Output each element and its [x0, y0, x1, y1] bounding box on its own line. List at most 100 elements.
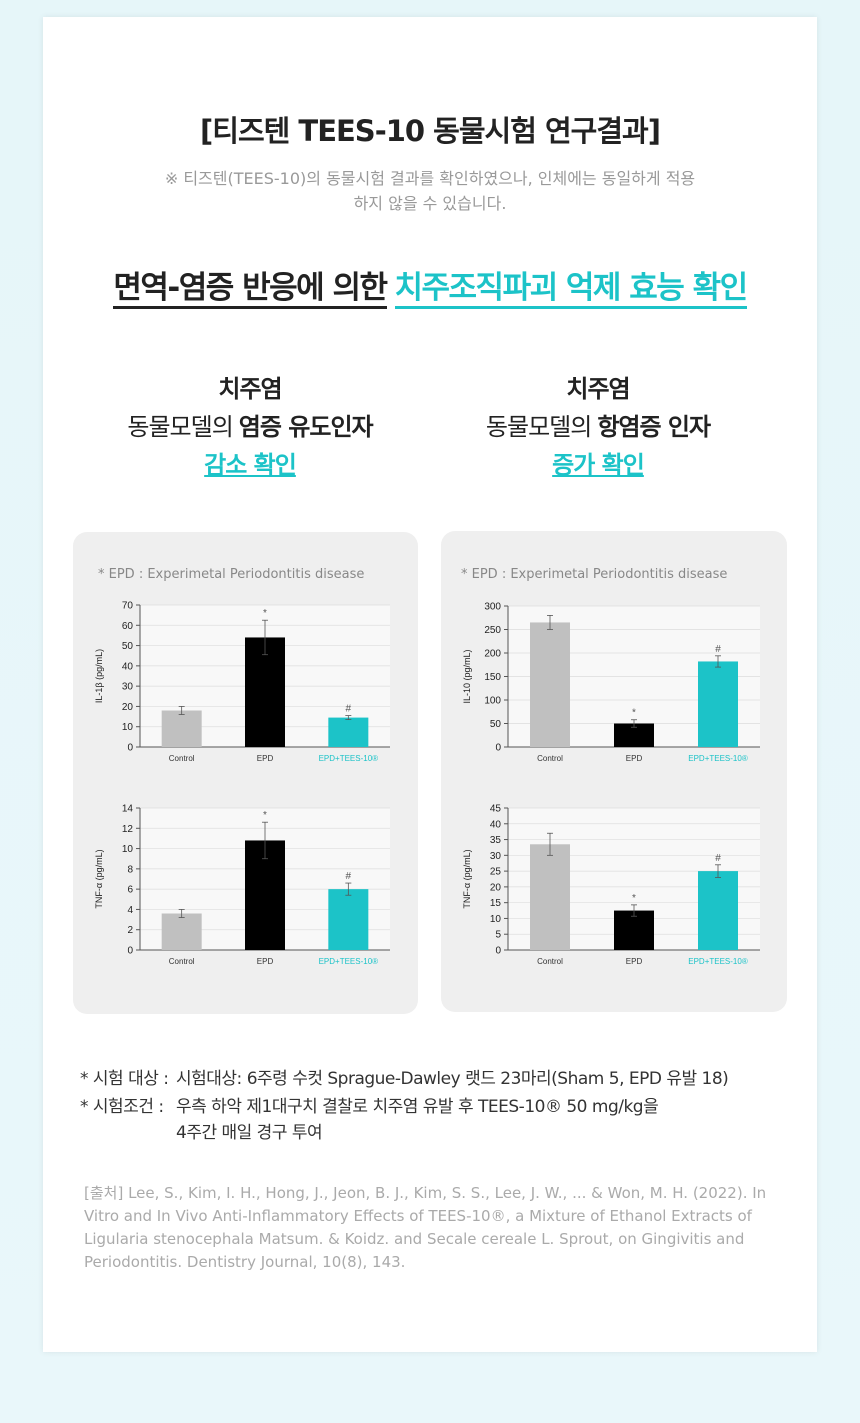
y-tick-label: 50: [122, 641, 134, 652]
x-tick-label: EPD: [626, 754, 643, 763]
plain-text: 동물모델의: [127, 413, 233, 441]
disclaimer: ※ 티즈텐(TEES-10)의 동물시험 결과를 확인하였으나, 인체에는 동일…: [43, 166, 817, 216]
y-tick-label: 10: [122, 722, 134, 733]
headline-highlight: 치주조직파괴 억제 효능 확인: [394, 270, 748, 309]
y-tick-label: 30: [122, 682, 134, 693]
y-tick-label: 5: [495, 930, 501, 941]
y-axis-label: IL-1β (pg/mL): [94, 649, 104, 703]
y-tick-label: 12: [122, 824, 134, 835]
note-label: * 시험 대상 :: [80, 1069, 169, 1089]
y-tick-label: 10: [122, 844, 134, 855]
note-label: * 시험조건 :: [80, 1097, 164, 1117]
result-text: 감소 확인: [204, 451, 297, 479]
note-row: * 시험조건 : 우측 하악 제1대구치 결찰로 치주염 유발 후 TEES-10…: [80, 1094, 728, 1146]
y-tick-label: 0: [495, 743, 501, 754]
bar: [328, 717, 369, 747]
bar: [698, 661, 738, 747]
y-tick-label: 150: [484, 672, 501, 683]
bar: [614, 723, 654, 747]
result-text: 증가 확인: [552, 451, 645, 479]
significance-marker: *: [263, 608, 267, 619]
bar: [328, 889, 369, 950]
y-tick-label: 0: [127, 946, 133, 957]
x-tick-label: Control: [537, 754, 563, 763]
note-line: 4주간 매일 경구 투여: [176, 1123, 323, 1143]
y-tick-label: 50: [490, 719, 502, 730]
x-tick-label: Control: [537, 957, 563, 966]
significance-marker: #: [346, 871, 352, 882]
x-tick-label: EPD+TEES-10®: [688, 957, 748, 966]
y-tick-label: 25: [490, 867, 502, 878]
headline: 면역-염증 반응에 의한 치주조직파괴 억제 효능 확인: [43, 262, 817, 309]
y-tick-label: 100: [484, 696, 501, 707]
y-tick-label: 40: [122, 661, 134, 672]
panel-note: * EPD : Experimetal Periodontitis diseas…: [98, 567, 365, 582]
plain-text: 동물모델의: [485, 413, 592, 441]
y-tick-label: 6: [127, 885, 133, 896]
y-tick-label: 8: [127, 864, 133, 875]
headline-lead: 면역-염증 반응에 의한: [113, 270, 388, 309]
y-tick-label: 70: [122, 601, 134, 612]
bar: [161, 913, 202, 950]
x-tick-label: EPD+TEES-10®: [319, 957, 379, 966]
y-tick-label: 45: [490, 804, 502, 815]
heading-line: 동물모델의 항염증 인자: [448, 408, 748, 446]
bold-text: 항염증 인자: [597, 413, 711, 441]
significance-marker: *: [632, 893, 636, 904]
y-tick-label: 35: [490, 835, 502, 846]
y-tick-label: 15: [490, 898, 502, 909]
y-tick-label: 2: [127, 925, 133, 936]
heading-line: 치주염: [218, 375, 282, 403]
x-tick-label: Control: [169, 754, 195, 763]
column-heading: 치주염 동물모델의 염증 유도인자 감소 확인: [100, 370, 400, 484]
x-tick-label: EPD: [257, 957, 274, 966]
y-tick-label: 20: [490, 882, 502, 893]
disclaimer-line: 하지 않을 수 있습니다.: [353, 194, 507, 213]
column-heading: 치주염 동물모델의 항염증 인자 증가 확인: [448, 370, 748, 484]
y-tick-label: 30: [490, 851, 502, 862]
y-tick-label: 0: [495, 946, 501, 957]
bar: [698, 871, 738, 950]
note-body: 시험대상: 6주령 수컷 Sprague-Dawley 랫드 23마리(Sham…: [176, 1066, 729, 1092]
x-tick-label: Control: [169, 957, 195, 966]
significance-marker: #: [346, 704, 352, 715]
significance-marker: #: [715, 853, 721, 864]
y-tick-label: 10: [490, 914, 502, 925]
note-body: 우측 하악 제1대구치 결찰로 치주염 유발 후 TEES-10® 50 mg/…: [176, 1094, 659, 1146]
bar: [614, 910, 654, 950]
x-tick-label: EPD+TEES-10®: [688, 754, 748, 763]
note-row: * 시험 대상 : 시험대상: 6주령 수컷 Sprague-Dawley 랫드 …: [80, 1066, 729, 1092]
x-tick-label: EPD: [257, 754, 274, 763]
title: [티즈텐 TEES-10 동물시험 연구결과]: [200, 114, 661, 148]
bar: [161, 710, 202, 747]
significance-marker: *: [263, 810, 267, 821]
x-tick-label: EPD: [626, 957, 643, 966]
note-line: 시험대상: 6주령 수컷 Sprague-Dawley 랫드 23마리(Sham…: [176, 1069, 729, 1089]
y-tick-label: 40: [490, 819, 502, 830]
y-axis-label: TNF-α (pg/mL): [462, 849, 472, 908]
y-axis-label: TNF-α (pg/mL): [94, 849, 104, 908]
y-tick-label: 250: [484, 625, 501, 636]
bar: [530, 622, 570, 747]
test-notes: * 시험 대상 : 시험대상: 6주령 수컷 Sprague-Dawley 랫드 …: [80, 1066, 729, 1146]
x-tick-label: EPD+TEES-10®: [319, 754, 379, 763]
significance-marker: *: [632, 708, 636, 719]
y-tick-label: 0: [127, 743, 133, 754]
y-tick-label: 4: [127, 905, 133, 916]
disclaimer-line: ※ 티즈텐(TEES-10)의 동물시험 결과를 확인하였으나, 인체에는 동일…: [164, 169, 696, 188]
y-tick-label: 200: [484, 649, 501, 660]
source-citation: [출처] Lee, S., Kim, I. H., Hong, J., Jeon…: [84, 1184, 767, 1271]
bar: [530, 844, 570, 950]
bold-text: 염증 유도인자: [238, 413, 374, 441]
y-axis-label: IL-10 (pg/mL): [462, 649, 472, 703]
note-line: 우측 하악 제1대구치 결찰로 치주염 유발 후 TEES-10® 50 mg/…: [176, 1097, 659, 1117]
heading-line: 치주염: [566, 375, 630, 403]
y-tick-label: 60: [122, 621, 134, 632]
bar: [245, 637, 285, 747]
significance-marker: #: [715, 644, 721, 655]
heading-line: 동물모델의 염증 유도인자: [100, 408, 400, 446]
y-tick-label: 300: [484, 602, 501, 613]
y-tick-label: 14: [122, 804, 134, 815]
